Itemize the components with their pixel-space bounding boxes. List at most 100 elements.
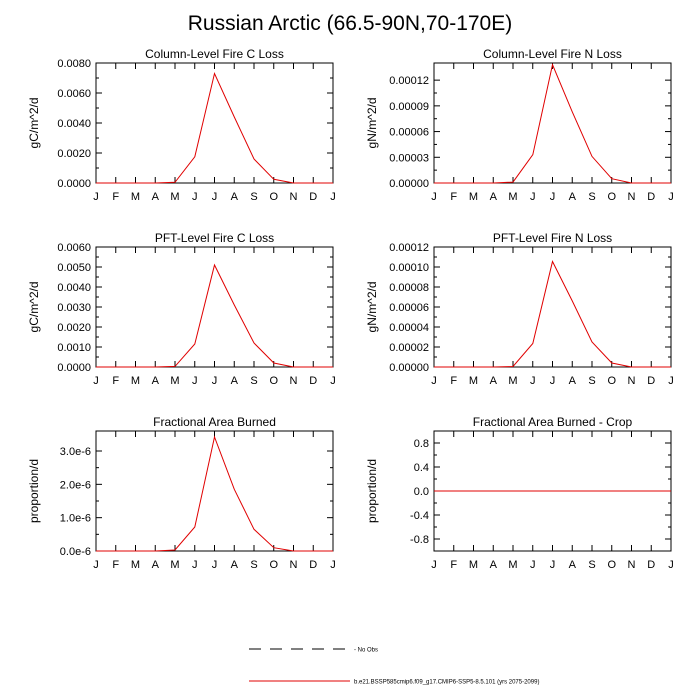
y-tick-label: 0.0010 bbox=[57, 342, 91, 354]
x-tick-label: N bbox=[290, 375, 298, 387]
y-tick-label: 0.0080 bbox=[57, 58, 91, 70]
x-tick-label: D bbox=[647, 375, 655, 387]
x-tick-label: J bbox=[192, 559, 198, 571]
y-tick-label: 0.0030 bbox=[57, 302, 91, 314]
x-tick-label: D bbox=[309, 375, 317, 387]
x-tick-label: F bbox=[112, 559, 119, 571]
y-tick-label: 0.00004 bbox=[389, 322, 429, 334]
panel-title: Column-Level Fire N Loss bbox=[483, 47, 622, 61]
panel-2: Column-Level Fire N Loss gN/m^2/d 0.00000 0… bbox=[365, 47, 674, 203]
x-tick-label: J bbox=[530, 559, 536, 571]
y-tick-label: 0.0040 bbox=[57, 118, 91, 130]
x-tick-label: A bbox=[152, 559, 160, 571]
y-axis-label: gC/m^2/d bbox=[27, 282, 41, 333]
panel-title: Column-Level Fire C Loss bbox=[145, 47, 284, 61]
y-tick-label: 0.00006 bbox=[389, 127, 429, 139]
y-tick-label: 0.0060 bbox=[57, 242, 91, 254]
y-tick-label: 0.00006 bbox=[389, 302, 429, 314]
y-tick-label: 0.00003 bbox=[389, 152, 429, 164]
x-tick-label: O bbox=[269, 375, 278, 387]
x-tick-label: M bbox=[170, 375, 179, 387]
x-tick-label: J bbox=[212, 191, 218, 203]
y-tick-label: 0.0060 bbox=[57, 88, 91, 100]
x-tick-label: J bbox=[93, 559, 99, 571]
x-tick-label: F bbox=[450, 559, 457, 571]
x-tick-label: A bbox=[152, 191, 160, 203]
x-tick-label: J bbox=[212, 375, 218, 387]
y-axis-label: gC/m^2/d bbox=[27, 98, 41, 149]
panel-6: Fractional Area Burned - Crop proportion/… bbox=[365, 415, 674, 571]
x-tick-label: J bbox=[330, 191, 336, 203]
x-tick-label: J bbox=[431, 375, 437, 387]
x-tick-label: M bbox=[469, 191, 478, 203]
x-tick-label: J bbox=[93, 375, 99, 387]
x-tick-label: J bbox=[530, 191, 536, 203]
y-tick-label: 0.4 bbox=[414, 462, 429, 474]
x-tick-label: A bbox=[569, 191, 577, 203]
y-tick-label: 0.00009 bbox=[389, 101, 429, 113]
x-tick-label: J bbox=[550, 375, 556, 387]
x-tick-label: M bbox=[170, 191, 179, 203]
x-tick-label: M bbox=[508, 375, 517, 387]
y-tick-label: 0.0040 bbox=[57, 282, 91, 294]
x-tick-label: S bbox=[588, 559, 595, 571]
x-tick-label: S bbox=[250, 375, 257, 387]
panel-3: PFT-Level Fire C Loss gC/m^2/d 0.0000 0.001… bbox=[27, 231, 336, 387]
y-tick-label: 0.0020 bbox=[57, 322, 91, 334]
x-tick-label: O bbox=[607, 191, 616, 203]
y-tick-label: 0.00012 bbox=[389, 242, 429, 254]
y-tick-label: 0.00000 bbox=[389, 178, 429, 190]
x-tick-label: D bbox=[647, 559, 655, 571]
y-tick-label: 0.0020 bbox=[57, 148, 91, 160]
x-tick-label: M bbox=[131, 191, 140, 203]
x-tick-label: N bbox=[628, 559, 636, 571]
y-axis-label: proportion/d bbox=[27, 459, 41, 523]
x-tick-label: J bbox=[668, 559, 674, 571]
x-tick-label: A bbox=[231, 375, 239, 387]
panel-title: PFT-Level Fire C Loss bbox=[155, 231, 274, 245]
panel-title: Fractional Area Burned bbox=[153, 415, 276, 429]
x-tick-label: J bbox=[530, 375, 536, 387]
x-tick-label: J bbox=[431, 191, 437, 203]
x-tick-label: M bbox=[131, 375, 140, 387]
x-tick-label: J bbox=[330, 375, 336, 387]
x-tick-label: N bbox=[628, 375, 636, 387]
y-axis-label: proportion/d bbox=[365, 459, 379, 523]
y-tick-label: 0.0 bbox=[414, 486, 429, 498]
y-tick-label: 0.00002 bbox=[389, 342, 429, 354]
y-axis-label: gN/m^2/d bbox=[365, 282, 379, 333]
figure-title: Russian Arctic (66.5-90N,70-170E) bbox=[187, 12, 513, 35]
panel-5: Fractional Area Burned proportion/d 0.0e-6… bbox=[27, 415, 336, 571]
x-tick-label: N bbox=[290, 191, 298, 203]
series-line bbox=[96, 71, 333, 184]
y-tick-label: -0.4 bbox=[410, 510, 429, 522]
x-tick-label: F bbox=[112, 191, 119, 203]
y-tick-label: 1.0e-6 bbox=[60, 513, 91, 525]
x-tick-label: S bbox=[588, 375, 595, 387]
x-tick-label: F bbox=[112, 375, 119, 387]
x-tick-label: S bbox=[250, 191, 257, 203]
x-tick-label: A bbox=[231, 191, 239, 203]
x-tick-label: D bbox=[647, 191, 655, 203]
x-tick-label: M bbox=[170, 559, 179, 571]
x-tick-label: J bbox=[668, 191, 674, 203]
x-tick-label: O bbox=[269, 191, 278, 203]
x-tick-label: M bbox=[469, 375, 478, 387]
x-tick-label: D bbox=[309, 559, 317, 571]
x-tick-label: A bbox=[231, 559, 239, 571]
series-line bbox=[434, 63, 671, 184]
x-tick-label: A bbox=[569, 375, 577, 387]
y-axis-label: gN/m^2/d bbox=[365, 98, 379, 149]
x-tick-label: F bbox=[450, 191, 457, 203]
x-tick-label: A bbox=[152, 375, 160, 387]
x-tick-label: J bbox=[192, 375, 198, 387]
y-tick-label: 0.00010 bbox=[389, 262, 429, 274]
legend-label: b.e21.BSSP585cmip6.f09_g17.CMIP6-SSP5-8.… bbox=[354, 680, 539, 686]
y-tick-label: 0.0000 bbox=[57, 178, 91, 190]
x-tick-label: F bbox=[450, 375, 457, 387]
x-tick-label: N bbox=[628, 191, 636, 203]
x-tick-label: S bbox=[588, 191, 595, 203]
y-tick-label: 2.0e-6 bbox=[60, 479, 91, 491]
x-tick-label: J bbox=[550, 191, 556, 203]
